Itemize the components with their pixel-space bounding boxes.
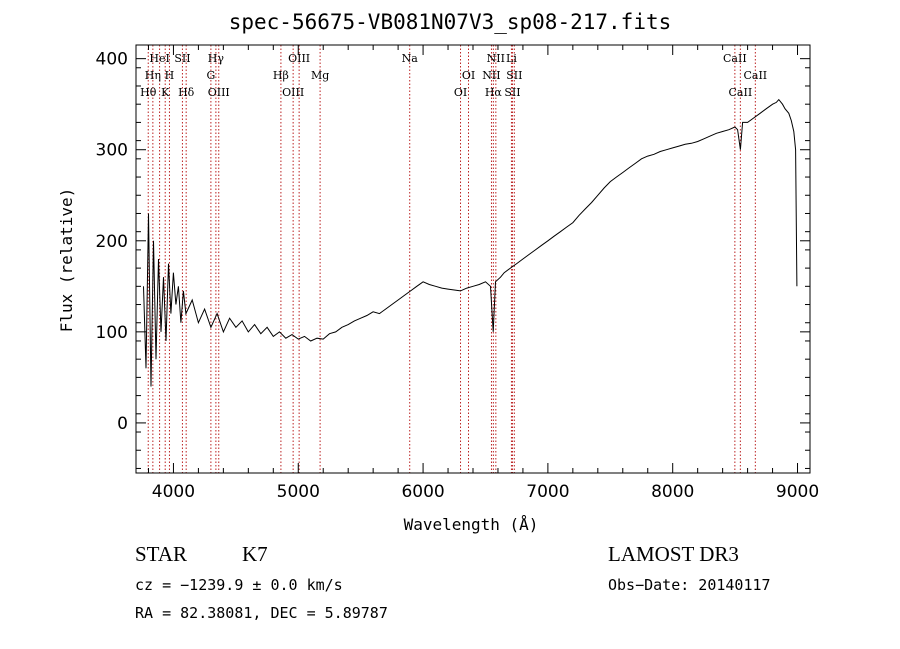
y-tick-label: 200 (96, 232, 128, 252)
spectral-line-label: Na (402, 52, 419, 65)
spectral-line-label: OIII (208, 86, 230, 99)
y-tick-label: 400 (96, 50, 128, 70)
y-tick-label: 300 (96, 141, 128, 161)
spectral-line-label: G (206, 69, 215, 82)
spectral-line-label: Hγ (208, 52, 225, 65)
spectral-line-label: Hδ (178, 86, 195, 99)
spectral-line-label: Li (506, 52, 517, 65)
radec-text: RA = 82.38081, DEC = 5.89787 (135, 604, 388, 622)
spectral-line-label: SII (506, 69, 522, 82)
flux-series-line (143, 98, 798, 387)
spectral-line-label: Hβ (273, 69, 289, 82)
y-axis-label: Flux (relative) (57, 188, 76, 333)
survey-name: LAMOST DR3 (608, 542, 739, 566)
spectral-line-label: Hθ (140, 86, 157, 99)
object-class: STAR (135, 542, 187, 566)
x-tick-label: 5000 (277, 482, 320, 502)
x-axis-label: Wavelength (Å) (404, 515, 539, 534)
spectral-line-label: OIII (288, 52, 310, 65)
spectral-line-label: Mg (311, 69, 329, 82)
spectral-line-label: SII (174, 52, 190, 65)
x-tick-label: 8000 (651, 482, 694, 502)
spectral-line-label: CaII (723, 52, 747, 65)
spectral-line-label: OI (462, 69, 475, 82)
x-tick-label: 4000 (152, 482, 195, 502)
redshift-text: cz = −1239.9 ± 0.0 km/s (135, 576, 343, 594)
axis-ticks: 4000 5000 6000 7000 8000 9000 0 100 200 300 400 (96, 45, 819, 502)
x-tick-label: 7000 (526, 482, 569, 502)
spectral-line-label: OIII (282, 86, 304, 99)
spectral-line-label: H (165, 69, 175, 82)
spectral-line-label: SII (504, 86, 520, 99)
spectral-line-label: Hη (145, 69, 161, 82)
x-tick-label: 9000 (776, 482, 819, 502)
spectral-line-label: CaII (743, 69, 767, 82)
object-subclass: K7 (242, 542, 268, 566)
spectral-line-markers (147, 45, 756, 473)
y-tick-label: 100 (96, 323, 128, 343)
x-tick-label: 6000 (401, 482, 444, 502)
y-tick-label: 0 (117, 414, 128, 434)
spectral-line-label: NII (482, 69, 500, 82)
spectral-line-label: Hα (485, 86, 503, 99)
spectral-line-label: HeI (149, 52, 169, 65)
chart-title: spec-56675-VB081N07V3_sp08-217.fits (228, 10, 672, 34)
spectral-line-label: NII (487, 52, 505, 65)
plot-frame (135, 44, 811, 474)
spectral-line-label: OI (454, 86, 467, 99)
spectral-line-label: K (161, 86, 170, 99)
spectral-line-label: CaII (729, 86, 753, 99)
obs-date-text: Obs−Date: 20140117 (608, 576, 771, 594)
